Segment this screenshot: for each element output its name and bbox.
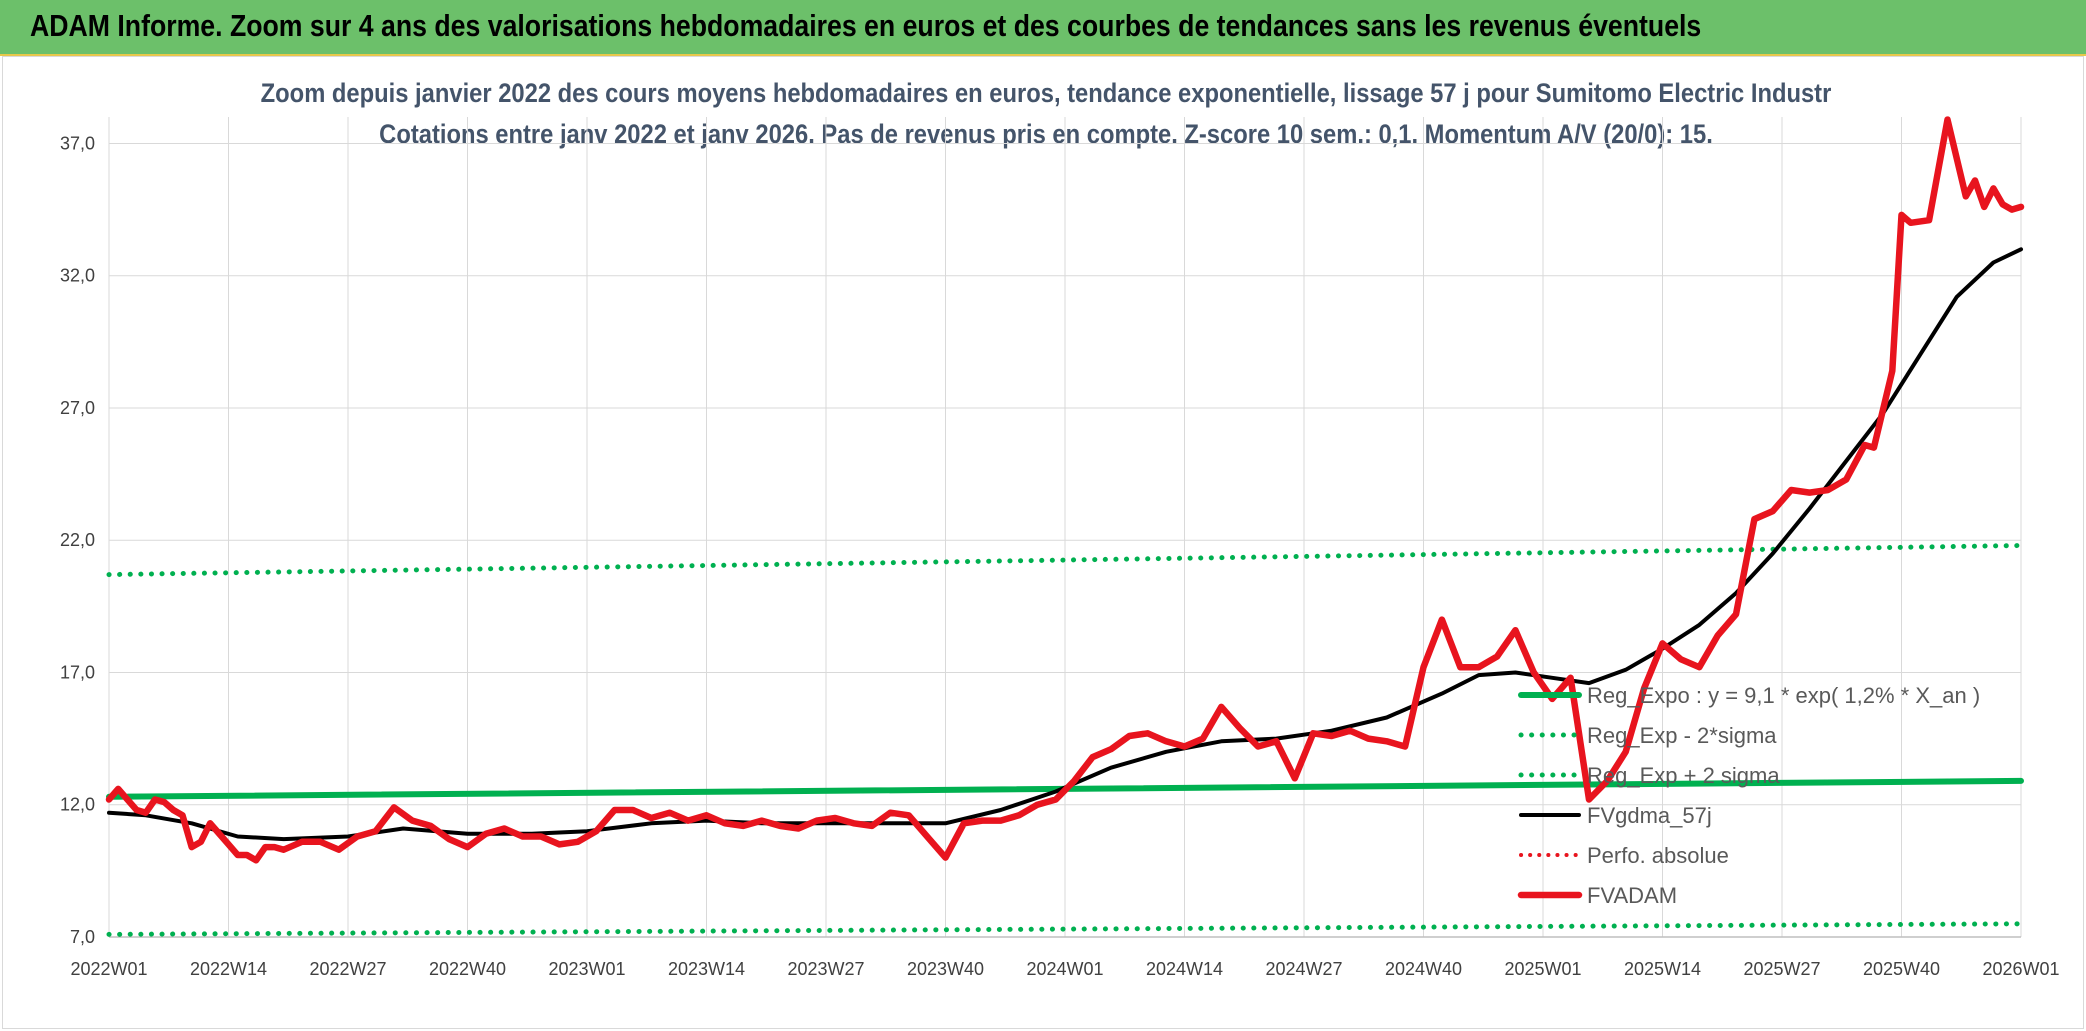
x-tick-label: 2023W40	[907, 959, 984, 979]
x-tick-label: 2024W14	[1146, 959, 1223, 979]
y-tick-label: 32,0	[60, 266, 95, 286]
report-banner: ADAM Informe. Zoom sur 4 ans des valoris…	[0, 0, 2086, 56]
x-tick-label: 2024W27	[1265, 959, 1342, 979]
legend: Reg_Expo : y = 9,1 * exp( 1,2% * X_an ) R…	[1517, 683, 1980, 908]
chart-area: Zoom depuis janvier 2022 des cours moyen…	[2, 56, 2084, 1029]
x-tick-label: 2025W27	[1743, 959, 1820, 979]
legend-label: Reg_Exp + 2 sigma	[1587, 763, 1780, 788]
legend-label: Perfo. absolue	[1587, 843, 1729, 868]
series-line-1	[106, 921, 2024, 937]
x-tick-label: 2022W40	[429, 959, 506, 979]
x-tick-label: 2025W14	[1624, 959, 1701, 979]
x-tick-label: 2025W01	[1504, 959, 1581, 979]
chart-subtitle: Cotations entre janv 2022 et janv 2026. …	[379, 120, 1713, 150]
x-axis: 2022W01 2022W14 2022W27 2022W40 2023W01 2023W…	[70, 936, 2060, 979]
y-tick-label: 12,0	[60, 795, 95, 815]
chart-title: Zoom depuis janvier 2022 des cours moyen…	[261, 79, 1832, 109]
y-tick-label: 7,0	[70, 927, 95, 947]
series-line-3	[107, 247, 2023, 842]
x-tick-label: 2023W01	[548, 959, 625, 979]
grid	[108, 117, 2022, 938]
legend-label: Reg_Exp - 2*sigma	[1587, 723, 1777, 748]
legend-label: Reg_Expo : y = 9,1 * exp( 1,2% * X_an )	[1587, 683, 1980, 708]
y-tick-label: 37,0	[60, 133, 95, 153]
x-tick-label: 2024W40	[1385, 959, 1462, 979]
series	[105, 116, 2025, 937]
x-tick-label: 2022W27	[309, 959, 386, 979]
y-tick-label: 17,0	[60, 662, 95, 682]
x-tick-label: 2022W01	[70, 959, 147, 979]
x-tick-label: 2022W14	[190, 959, 267, 979]
y-axis: 7,0 12,0 17,0 22,0 27,0 32,0 37,0	[60, 133, 95, 947]
x-tick-label: 2025W40	[1863, 959, 1940, 979]
chart-svg: Zoom depuis janvier 2022 des cours moyen…	[60, 79, 2060, 979]
series-line-2	[106, 543, 2024, 578]
legend-label: FVgdma_57j	[1587, 803, 1712, 828]
x-tick-label: 2024W01	[1026, 959, 1103, 979]
x-tick-label: 2026W01	[1982, 959, 2059, 979]
legend-label: FVADAM	[1587, 883, 1677, 908]
x-tick-label: 2023W14	[668, 959, 745, 979]
x-tick-label: 2023W27	[787, 959, 864, 979]
series-line-5	[105, 116, 2025, 864]
y-tick-label: 27,0	[60, 398, 95, 418]
report-title: ADAM Informe. Zoom sur 4 ans des valoris…	[30, 8, 1702, 43]
y-tick-label: 22,0	[60, 530, 95, 550]
